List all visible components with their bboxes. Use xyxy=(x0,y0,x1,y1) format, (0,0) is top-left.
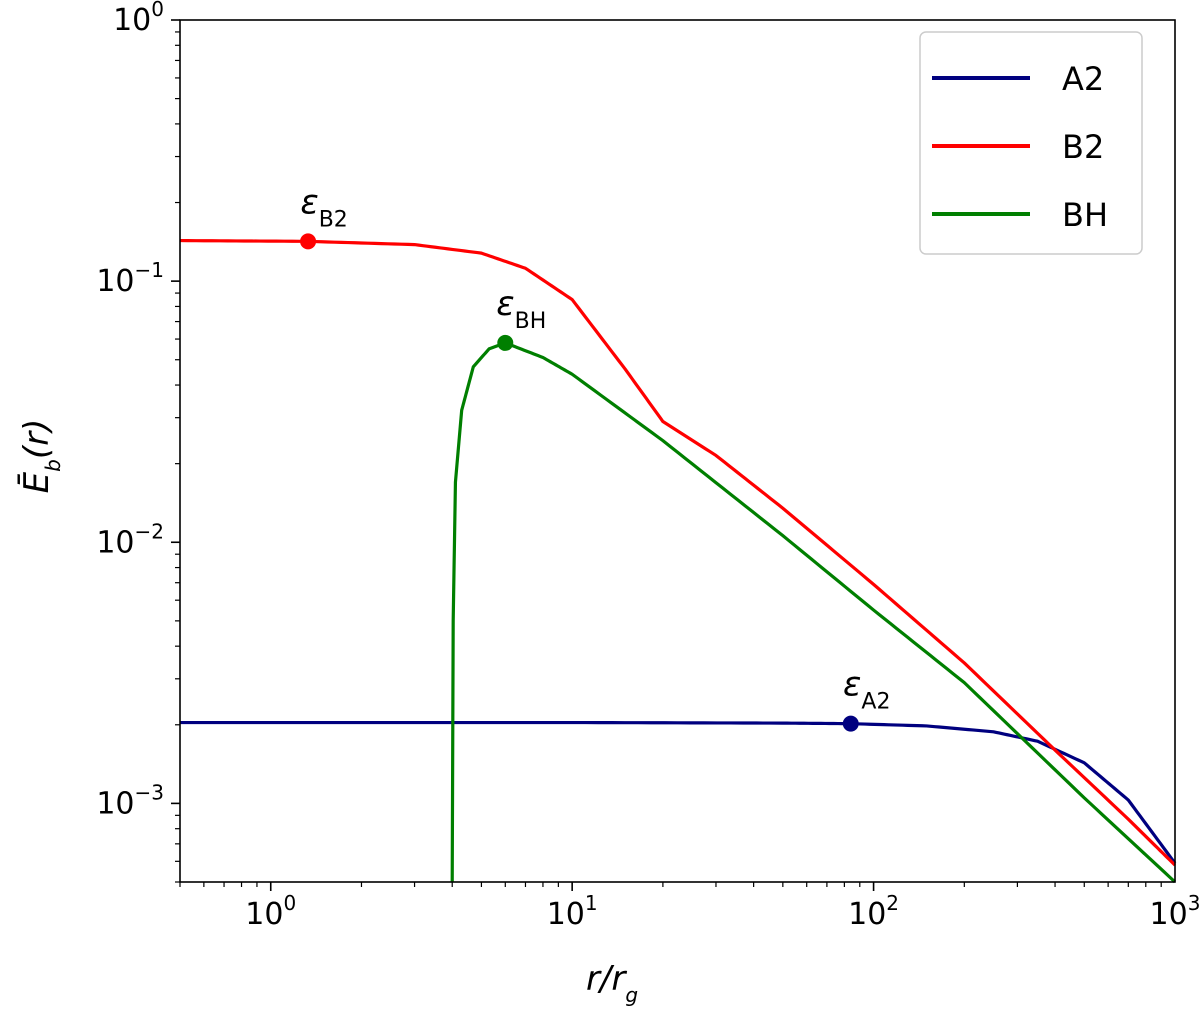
annotation-symbol: ε xyxy=(300,182,318,222)
legend-box xyxy=(919,31,1143,255)
x-tick-base: 10 xyxy=(245,897,283,932)
annotation-subscript: A2 xyxy=(861,689,890,714)
legend: A2 B2 BH xyxy=(919,31,1143,255)
marker-bh xyxy=(497,334,514,351)
x-tick-label: 101 xyxy=(547,891,598,932)
y-tick-exp: −3 xyxy=(135,780,164,804)
legend-label-bh: BH xyxy=(1062,196,1108,234)
plot-frame xyxy=(179,19,1176,883)
annotation-subscript: BH xyxy=(515,308,547,333)
x-tick-base: 10 xyxy=(1150,897,1188,932)
annotation-symbol: ε xyxy=(496,284,514,324)
y-tick-label: 100 xyxy=(113,0,164,38)
y-tick-label: 10−1 xyxy=(96,258,164,299)
y-axis-label-sub: b xyxy=(41,459,65,472)
y-axis-label: Ēb(r) xyxy=(17,419,65,494)
x-tick-label: 100 xyxy=(245,891,296,932)
y-tick-label: 10−3 xyxy=(96,780,164,821)
x-axis-ticks: 100 101 102 103 xyxy=(179,882,1200,932)
annotation-bh: εBH xyxy=(496,284,546,334)
y-tick-exp: −2 xyxy=(135,519,164,543)
series-line-b2 xyxy=(179,238,1177,867)
x-axis-label-sub: g xyxy=(625,983,638,1007)
y-axis-label-tail: (r) xyxy=(17,419,57,460)
series-line-bh xyxy=(450,341,1177,884)
legend-label-b2: B2 xyxy=(1062,128,1104,166)
y-tick-base: 10 xyxy=(96,786,134,821)
x-tick-base: 10 xyxy=(547,897,585,932)
legend-label-a2: A2 xyxy=(1062,60,1104,98)
x-axis-label: r/rg xyxy=(586,959,638,1007)
x-tick-exp: 3 xyxy=(1188,891,1200,915)
x-tick-exp: 0 xyxy=(283,891,296,915)
x-tick-exp: 2 xyxy=(886,891,899,915)
x-tick-label: 103 xyxy=(1150,891,1200,932)
x-tick-label: 102 xyxy=(848,891,899,932)
y-axis-label-main: Ē xyxy=(17,471,57,493)
y-tick-label: 10−2 xyxy=(96,519,164,560)
y-tick-exp: −1 xyxy=(135,258,164,282)
x-axis-label-main: r/r xyxy=(586,959,627,999)
x-tick-exp: 1 xyxy=(585,891,598,915)
series-line-a2 xyxy=(180,720,1177,865)
marker-b2 xyxy=(300,233,317,250)
y-tick-base: 10 xyxy=(113,3,151,38)
marker-a2 xyxy=(842,715,859,732)
y-tick-base: 10 xyxy=(96,264,134,299)
y-tick-base: 10 xyxy=(96,525,134,560)
y-tick-exp: 0 xyxy=(151,0,164,21)
annotation-subscript: B2 xyxy=(319,207,348,232)
x-tick-base: 10 xyxy=(848,897,886,932)
annotation-a2: εA2 xyxy=(843,665,890,715)
annotation-symbol: ε xyxy=(843,665,861,705)
series-layer xyxy=(179,238,1177,884)
annotation-b2: εB2 xyxy=(300,182,347,232)
